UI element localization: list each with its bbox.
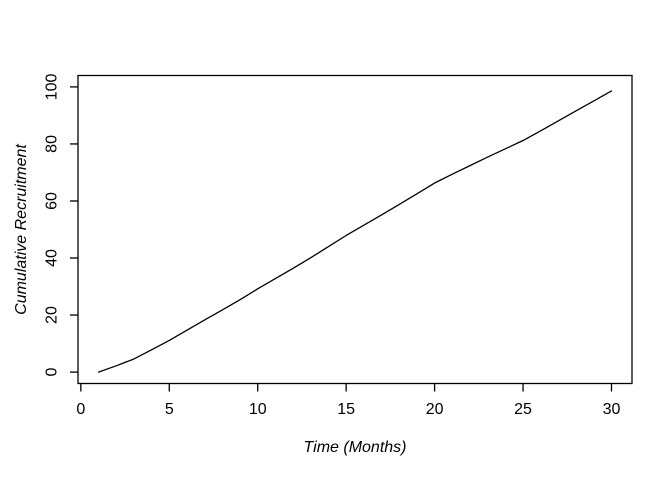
x-tick-label: 15 bbox=[337, 401, 355, 418]
x-axis-label: Time (Months) bbox=[304, 439, 407, 456]
y-tick-label: 40 bbox=[44, 249, 61, 267]
y-tick-label: 0 bbox=[44, 368, 61, 377]
x-tick-label: 5 bbox=[165, 401, 174, 418]
y-tick-label: 80 bbox=[44, 135, 61, 153]
x-tick-label: 20 bbox=[426, 401, 444, 418]
plot-box bbox=[77, 74, 633, 385]
y-tick-label: 100 bbox=[44, 73, 61, 100]
x-tick-label: 30 bbox=[603, 401, 621, 418]
y-tick-label: 20 bbox=[44, 306, 61, 324]
x-tick-label: 0 bbox=[76, 401, 85, 418]
y-axis: 0 20 40 60 80 100 bbox=[44, 73, 78, 377]
y-axis-label: Cumulative Recruitment bbox=[13, 144, 30, 315]
x-tick-label: 10 bbox=[249, 401, 267, 418]
x-tick-label: 25 bbox=[514, 401, 532, 418]
series-line bbox=[97, 90, 613, 373]
y-tick-label: 60 bbox=[44, 192, 61, 210]
x-axis: 0 5 10 15 20 25 30 bbox=[76, 383, 621, 418]
